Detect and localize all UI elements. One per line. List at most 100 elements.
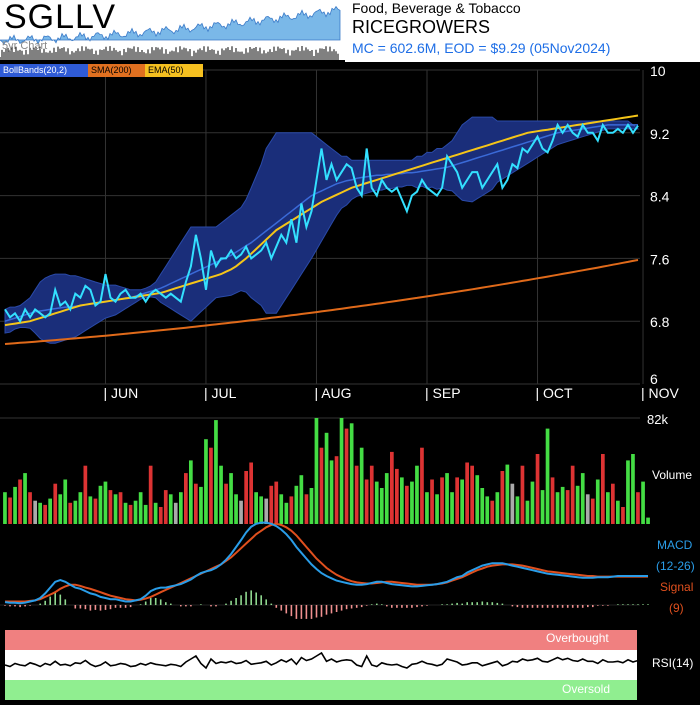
- volume-bar: [349, 423, 354, 524]
- rsi-label: RSI(14): [652, 656, 694, 670]
- volume-bar: [103, 481, 108, 524]
- volume-bar: [158, 507, 163, 524]
- volume-bar: [239, 500, 243, 524]
- volume-bar: [575, 485, 580, 524]
- month-label: | AUG: [314, 385, 351, 401]
- volume-bar: [395, 468, 399, 524]
- volume-bar: [184, 473, 188, 524]
- volume-bar: [319, 447, 324, 524]
- rsi-overbought-zone: [5, 630, 637, 650]
- volume-bar: [153, 502, 158, 524]
- volume-bar: [78, 492, 83, 524]
- volume-bar: [264, 498, 269, 524]
- price-tick-label: 7.6: [650, 251, 670, 267]
- volume-bar: [540, 490, 545, 524]
- volume-bar: [500, 471, 505, 524]
- volume-bar: [324, 432, 329, 524]
- month-label: | JUN: [103, 385, 138, 401]
- volume-bar: [314, 418, 319, 524]
- volume-bar: [641, 481, 645, 524]
- volume-bar: [28, 492, 32, 524]
- volume-bar: [435, 494, 439, 524]
- volume-bar: [53, 483, 58, 524]
- volume-bar: [18, 479, 22, 524]
- ema50-line: [4, 114, 639, 327]
- volume-bar: [309, 488, 314, 524]
- volume-bar: [113, 494, 118, 524]
- volume-bar: [259, 496, 263, 524]
- signal-param: (9): [669, 601, 684, 615]
- volume-bar: [163, 490, 168, 524]
- volume-bar: [234, 494, 238, 524]
- volume-bar: [626, 460, 630, 524]
- volume-bar: [621, 507, 625, 524]
- volume-bar: [601, 454, 605, 524]
- volume-bar: [565, 490, 570, 524]
- volume-bar: [505, 464, 510, 524]
- volume-bar: [33, 500, 37, 524]
- macd-panel: [0, 521, 649, 619]
- volume-bar: [616, 500, 620, 524]
- volume-bar: [354, 465, 359, 524]
- info-box: Food, Beverage & Tobacco RICEGROWERS MC …: [345, 0, 700, 62]
- legend-bollinger: BollBands(20,2): [0, 64, 88, 77]
- sparkline-thumbnail: [0, 0, 345, 60]
- volume-bar: [485, 496, 490, 524]
- volume-bar: [93, 498, 98, 524]
- volume-bar: [83, 465, 88, 524]
- volume-bar: [560, 486, 565, 524]
- volume-bar: [38, 502, 42, 524]
- sector-label: Food, Beverage & Tobacco: [352, 0, 521, 16]
- volume-bar: [405, 485, 409, 524]
- volume-bar: [284, 502, 289, 524]
- volume-bar: [214, 420, 218, 524]
- volume-bar: [254, 492, 258, 524]
- volume-bar: [224, 483, 228, 524]
- volume-bar: [636, 492, 640, 524]
- month-label: | NOV: [641, 385, 680, 401]
- volume-bar: [530, 481, 535, 524]
- legend-sma200: SMA(200): [88, 64, 146, 77]
- volume-bar: [450, 492, 454, 524]
- volume-bar: [13, 486, 17, 524]
- price-tick-label: 6.8: [650, 314, 670, 330]
- ticker-symbol: SGLLV: [4, 0, 117, 36]
- volume-bar: [204, 439, 208, 524]
- volume-bar: [58, 494, 63, 524]
- volume-bar: [194, 483, 198, 524]
- volume-bar: [3, 492, 7, 524]
- month-label: | OCT: [536, 385, 574, 401]
- volume-bar: [550, 477, 555, 524]
- volume-bar: [430, 479, 434, 524]
- rsi-panel: [4, 630, 639, 700]
- volume-bar: [219, 465, 223, 524]
- volume-bar: [48, 498, 52, 524]
- month-label: | SEP: [425, 385, 461, 401]
- volume-bar: [229, 473, 233, 524]
- volume-bar: [98, 485, 103, 524]
- volume-panel: [0, 417, 650, 524]
- volume-bar: [495, 492, 500, 524]
- volume-max-label: 82k: [647, 412, 668, 427]
- volume-bar: [143, 504, 148, 524]
- volume-bar: [168, 494, 173, 524]
- volume-bar: [420, 447, 424, 524]
- volume-bar: [334, 456, 339, 524]
- volume-bar: [455, 477, 459, 524]
- volume-bar: [43, 504, 47, 524]
- volume-bar: [189, 460, 193, 524]
- volume-bar: [510, 483, 515, 524]
- signal-label: Signal: [660, 580, 694, 594]
- volume-bar: [390, 451, 394, 524]
- volume-bar: [108, 490, 113, 524]
- market-cap-eod: MC = 602.6M, EOD = $9.29 (05Nov2024): [352, 40, 611, 56]
- volume-bar: [173, 502, 178, 524]
- volume-bar: [344, 428, 349, 524]
- price-panel: 10 9.2 8.4 7.6 6.8 6 | JUN | JUL | AUG | SEP | OCT…: [0, 63, 680, 401]
- volume-bar: [465, 462, 469, 524]
- volume-bar: [118, 492, 123, 524]
- volume-bar: [595, 479, 600, 524]
- volume-bar: [545, 428, 550, 524]
- volume-bar: [179, 492, 183, 524]
